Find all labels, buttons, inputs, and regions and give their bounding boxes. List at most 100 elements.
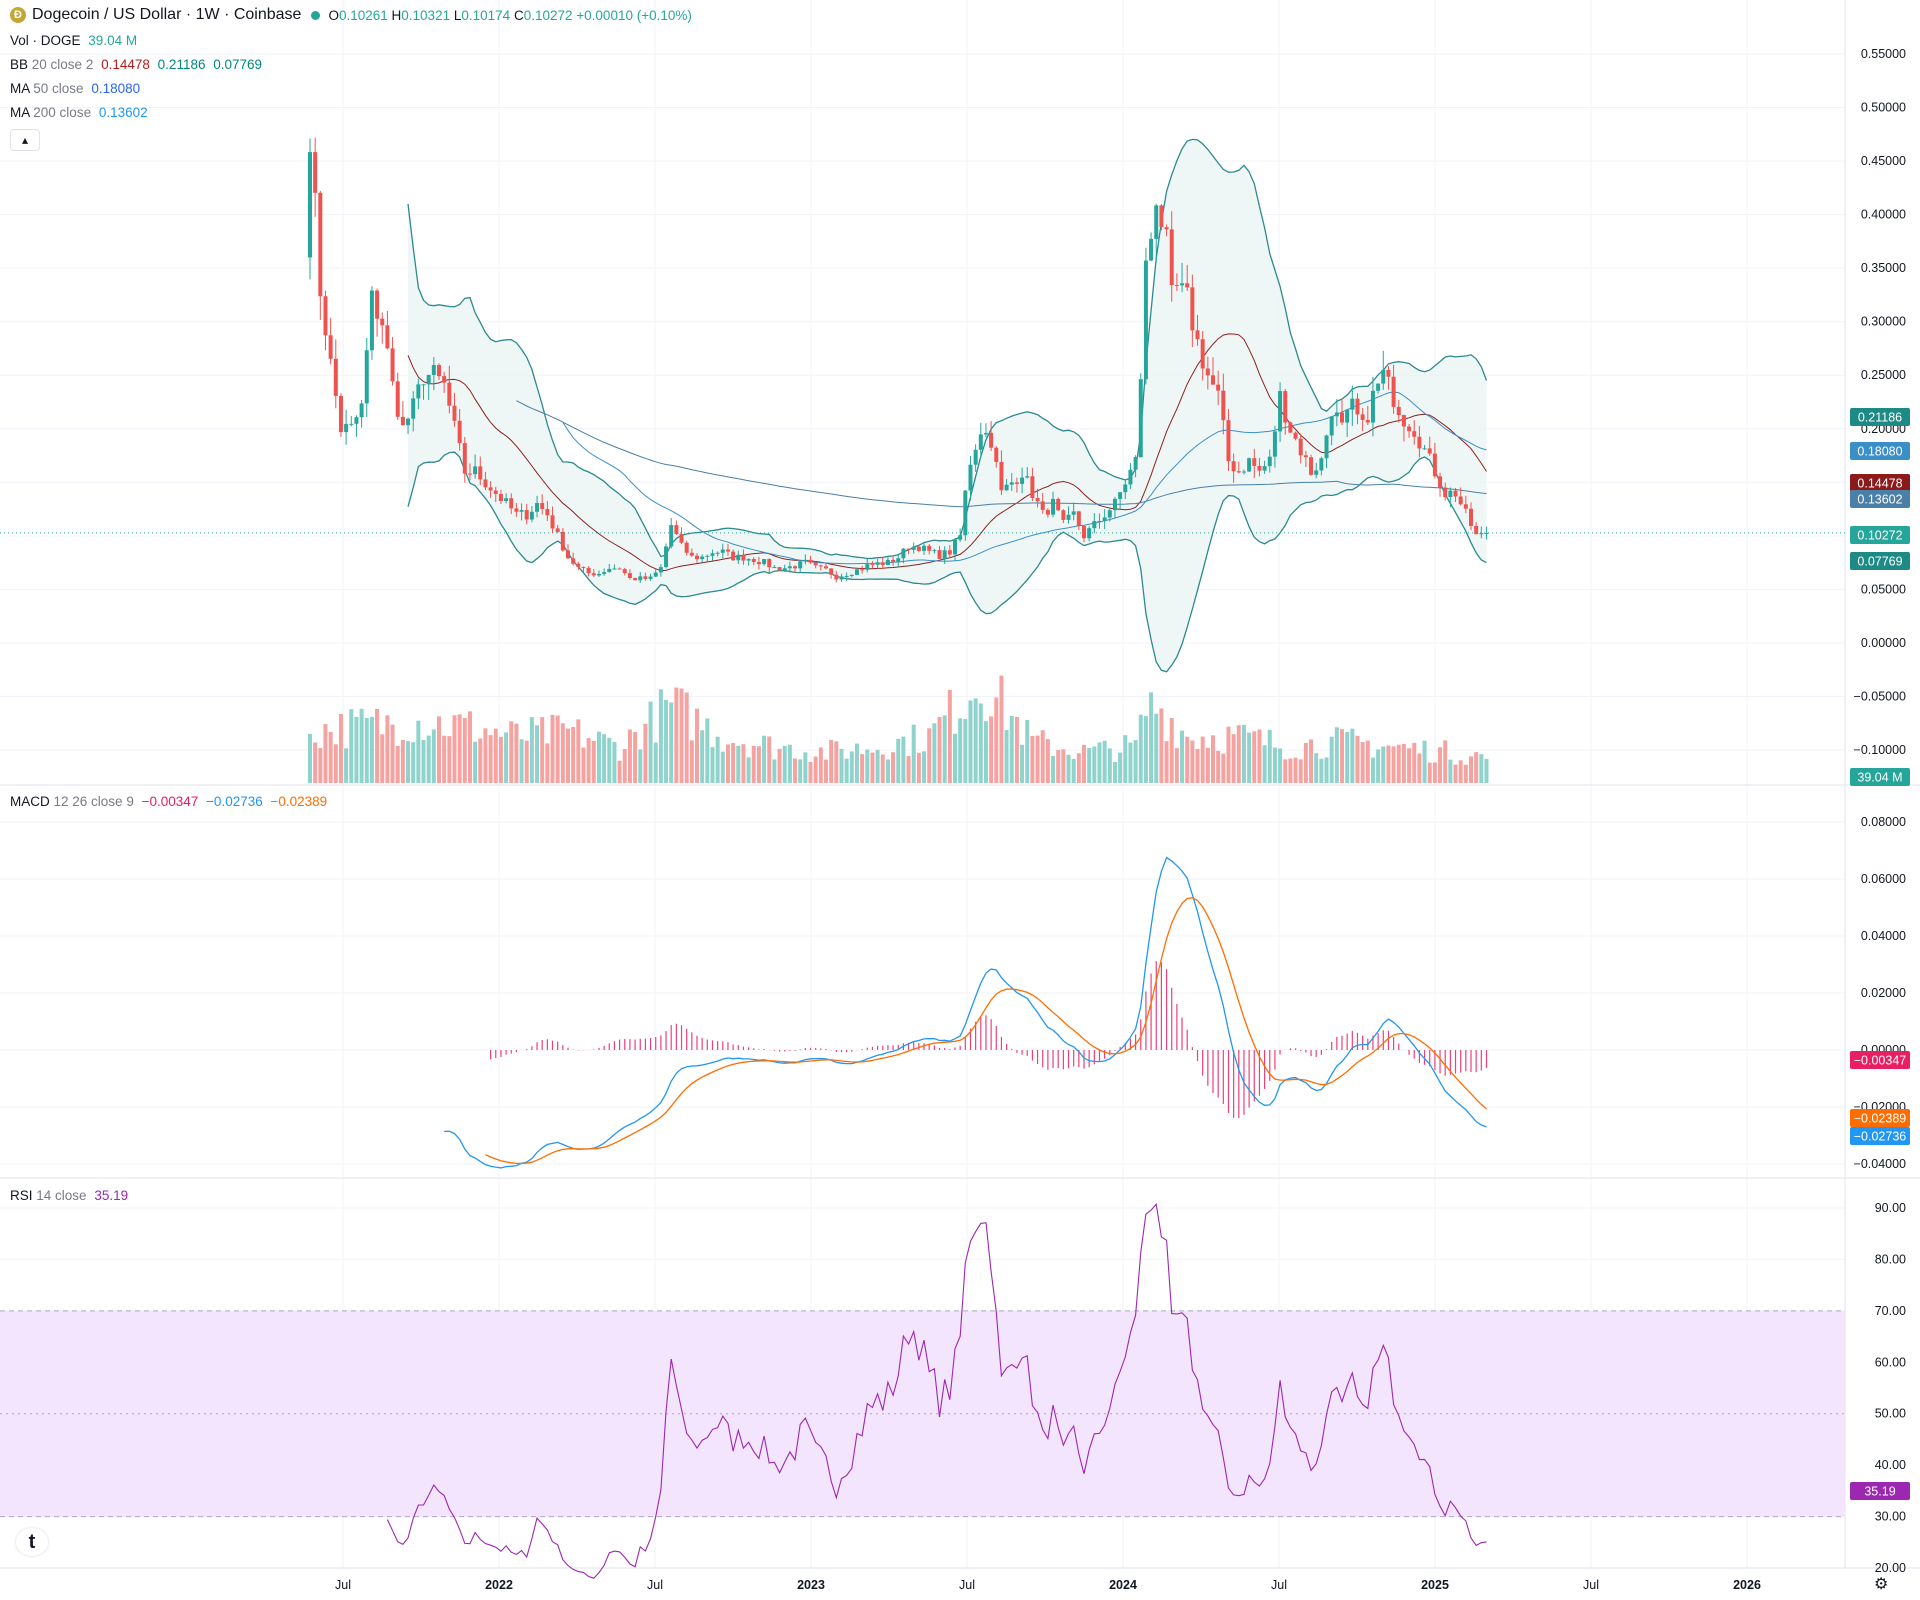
volume-bar xyxy=(1004,730,1009,783)
candle-body xyxy=(627,573,632,579)
macd-signal-line xyxy=(485,897,1487,1165)
candle-body xyxy=(571,558,576,564)
ma50-legend[interactable]: MA 50 close 0.18080 xyxy=(10,81,141,96)
volume-bar xyxy=(653,742,658,783)
volume-bar xyxy=(942,715,947,783)
volume-bar xyxy=(715,736,720,783)
candle-body xyxy=(1014,482,1019,484)
volume-bar xyxy=(1386,745,1391,783)
volume-bar xyxy=(1097,742,1102,783)
candle-body xyxy=(1474,525,1479,535)
volume-bar xyxy=(411,742,416,783)
candle-body xyxy=(318,192,323,297)
candle-body xyxy=(473,466,478,475)
volume-bar xyxy=(1412,742,1417,783)
ma200-legend[interactable]: MA 200 close 0.13602 xyxy=(10,105,148,120)
volume-bar xyxy=(911,724,916,783)
candle-body xyxy=(1133,457,1138,470)
volume-legend[interactable]: Vol · DOGE 39.04 M xyxy=(10,33,138,48)
volume-bar xyxy=(1314,753,1319,783)
candle-body xyxy=(1221,390,1226,421)
time-tick-label: Jul xyxy=(959,1578,975,1592)
candle-body xyxy=(648,576,653,579)
candle-body xyxy=(725,549,730,552)
candle-body xyxy=(808,559,813,563)
macd-hist-label: −0.00347 xyxy=(1854,1054,1907,1068)
volume-bar xyxy=(1030,735,1035,783)
volume-bar xyxy=(741,744,746,783)
volume-bar xyxy=(612,741,617,783)
volume-bar xyxy=(782,745,787,783)
volume-bar xyxy=(803,752,808,783)
candle-body xyxy=(607,568,612,573)
volume-bar xyxy=(509,721,514,783)
volume-bar xyxy=(1071,758,1076,783)
volume-bar xyxy=(1293,757,1298,783)
candle-body xyxy=(1216,384,1221,391)
rsi-tick-label: 50.00 xyxy=(1875,1407,1906,1421)
candle-body xyxy=(1190,287,1195,331)
candle-body xyxy=(369,290,374,351)
candle-body xyxy=(545,508,550,516)
volume-bar xyxy=(787,744,792,783)
volume-bar xyxy=(1236,725,1241,783)
volume-bar xyxy=(1066,754,1071,783)
candle-body xyxy=(854,569,859,575)
volume-bar xyxy=(457,714,462,783)
candle-body xyxy=(880,562,885,566)
candle-body xyxy=(751,559,756,563)
rsi-legend[interactable]: RSI 14 close 35.19 xyxy=(10,1188,129,1203)
macd-legend[interactable]: MACD 12 26 close 9 −0.00347 −0.02736 −0.… xyxy=(10,794,328,809)
candle-body xyxy=(1247,458,1252,472)
volume-bar xyxy=(880,754,885,783)
chart-header: Ð Dogecoin / US Dollar · 1W · Coinbase O… xyxy=(10,6,692,24)
volume-bar xyxy=(633,732,638,783)
volume-bar xyxy=(462,718,467,783)
candle-body xyxy=(803,559,808,562)
volume-bar xyxy=(1082,744,1086,783)
bollinger-legend[interactable]: BB 20 close 2 0.14478 0.21186 0.07769 xyxy=(10,57,263,72)
volume-bar xyxy=(359,708,364,783)
rsi-tick-label: 60.00 xyxy=(1875,1355,1906,1369)
candle-body xyxy=(550,515,555,529)
volume-bar xyxy=(813,756,818,783)
volume-bar xyxy=(978,703,983,783)
candle-body xyxy=(793,566,798,569)
rsi-tick-label: 30.00 xyxy=(1875,1510,1906,1524)
volume-bar xyxy=(839,748,844,783)
volume-bar xyxy=(607,737,612,783)
volume-bar xyxy=(1009,715,1014,783)
tradingview-logo-icon[interactable]: t xyxy=(16,1528,48,1556)
gear-icon[interactable]: ⚙ xyxy=(1874,1576,1889,1593)
volume-bar xyxy=(1334,727,1339,783)
volume-bar xyxy=(674,687,679,783)
volume-bar xyxy=(1365,740,1370,783)
candle-body xyxy=(1443,487,1448,498)
volume-bar xyxy=(1051,755,1056,783)
candle-body xyxy=(762,559,767,565)
volume-bar xyxy=(849,751,854,783)
axes: 0.55000 0.50000 0.45000 0.40000 0.35000 0.300… xyxy=(335,47,1906,1592)
candle-body xyxy=(535,502,540,512)
volume-bar xyxy=(473,741,478,783)
candle-body xyxy=(777,567,782,571)
volume-bar xyxy=(1133,740,1138,783)
volume-bar xyxy=(1123,735,1128,783)
symbol-title[interactable]: Dogecoin / US Dollar · 1W · Coinbase xyxy=(32,6,302,23)
volume-bar xyxy=(1185,736,1190,783)
volume-bar xyxy=(333,744,338,783)
volume-bar xyxy=(550,714,555,783)
rsi-pane xyxy=(0,1203,1845,1579)
volume-bar xyxy=(731,743,736,783)
volume-bar xyxy=(1484,758,1489,783)
volume-bar xyxy=(478,738,483,783)
volume-bar xyxy=(555,715,560,783)
candle-body xyxy=(1112,498,1117,511)
candle-body xyxy=(328,335,333,359)
volume-bar xyxy=(973,698,978,783)
candle-body xyxy=(560,531,565,551)
candle-body xyxy=(385,325,390,349)
candle-body xyxy=(1169,229,1174,286)
chevron-up-icon[interactable]: ▴ xyxy=(10,129,40,151)
